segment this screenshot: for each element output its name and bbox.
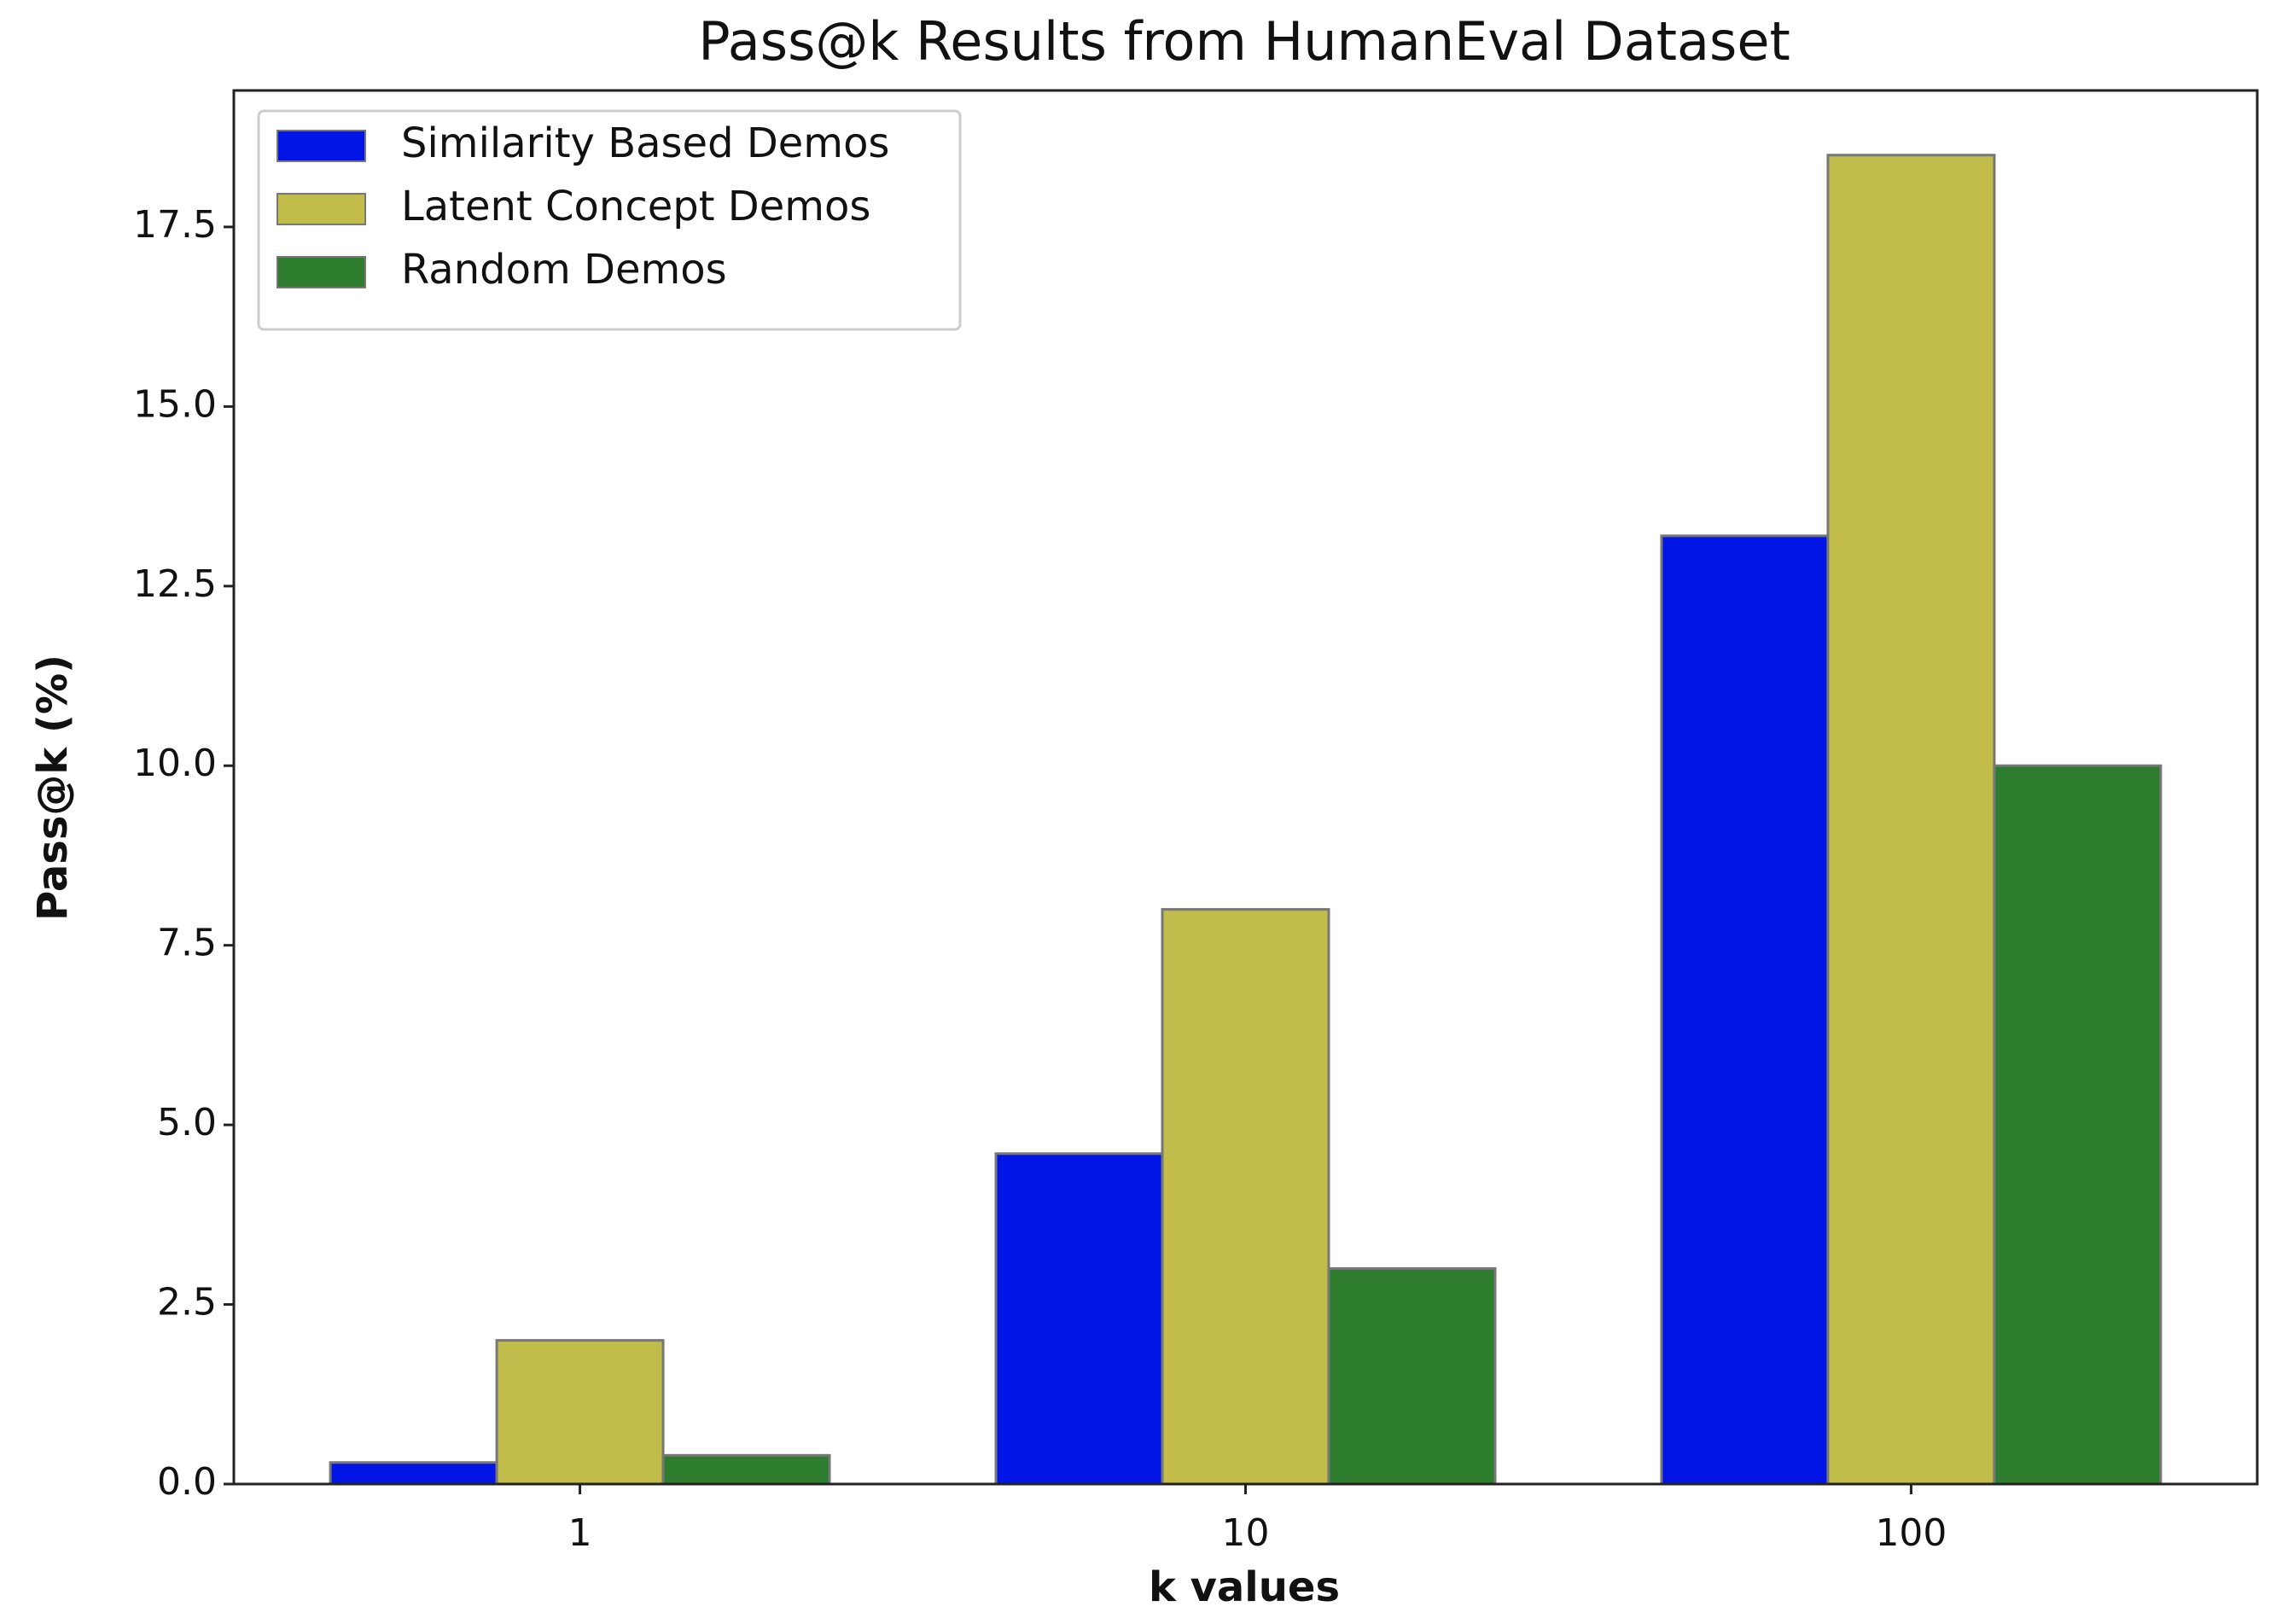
y-tick-label: 2.5	[157, 1281, 217, 1324]
y-tick-label: 15.0	[133, 382, 217, 426]
x-tick-label: 1	[568, 1511, 592, 1555]
legend-swatch	[276, 256, 366, 288]
y-axis-label: Pass@k (%)	[29, 655, 77, 921]
bar	[661, 1453, 831, 1486]
y-tick-label: 0.0	[157, 1460, 217, 1504]
bar	[1660, 534, 1830, 1486]
y-tick-label: 12.5	[133, 562, 217, 606]
y-tick-label: 10.0	[133, 742, 217, 785]
bar	[329, 1461, 498, 1486]
chart-title: Pass@k Results from HumanEval Dataset	[698, 10, 1790, 73]
bar	[1161, 908, 1330, 1486]
bar	[994, 1152, 1164, 1486]
x-tick-label: 10	[1222, 1511, 1270, 1555]
bar	[1826, 154, 1996, 1486]
legend-label: Similarity Based Demos	[401, 119, 889, 167]
legend-box	[257, 109, 962, 331]
y-tick-label: 5.0	[157, 1101, 217, 1144]
y-tick-label: 17.5	[133, 203, 217, 247]
bar	[495, 1339, 665, 1486]
bar	[1327, 1266, 1497, 1486]
legend-label: Latent Concept Demos	[401, 183, 870, 230]
legend-swatch	[276, 193, 366, 225]
legend-label: Random Demos	[401, 246, 727, 294]
bar	[1993, 764, 2162, 1486]
legend-swatch	[276, 130, 366, 162]
y-tick-label: 7.5	[157, 922, 217, 965]
x-tick-label: 100	[1875, 1511, 1947, 1555]
x-axis-label: k values	[1149, 1563, 1340, 1611]
